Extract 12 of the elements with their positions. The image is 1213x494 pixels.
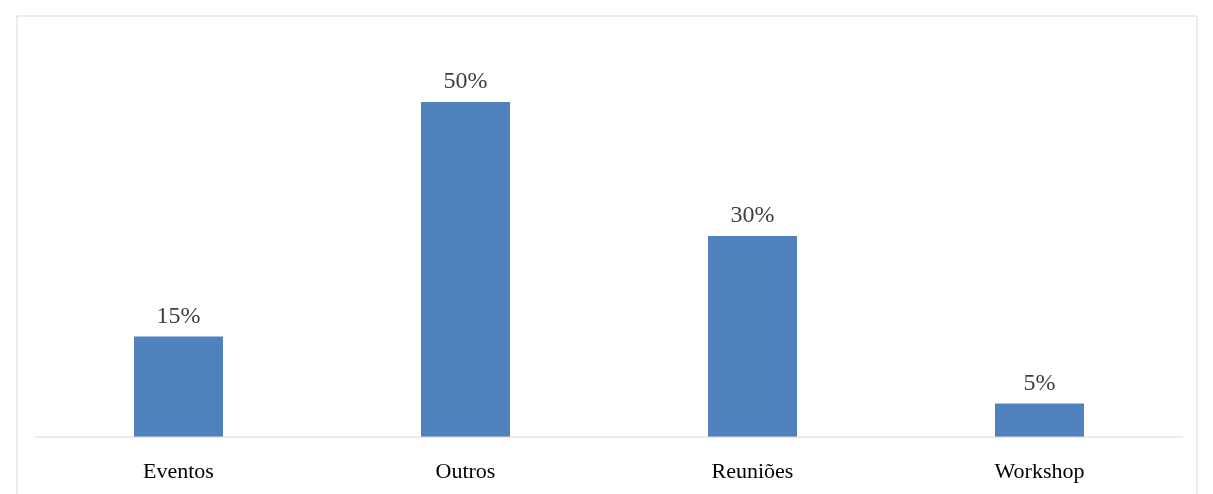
data-label: 15%: [156, 301, 201, 328]
data-label: 30%: [730, 201, 775, 227]
data-label: 50%: [443, 67, 488, 93]
x-tick-label: Eventos: [143, 458, 214, 483]
bar: [421, 102, 510, 437]
bar: [134, 336, 223, 437]
bar: [995, 403, 1084, 437]
x-tick-label: Workshop: [994, 458, 1085, 483]
bar: [708, 236, 797, 437]
data-label: 5%: [1023, 368, 1056, 395]
x-tick-label: Reuniões: [711, 458, 794, 483]
x-tick-label: Outros: [435, 458, 496, 483]
